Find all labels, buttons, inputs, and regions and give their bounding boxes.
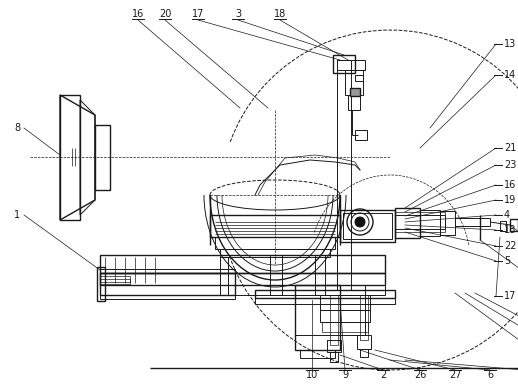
Text: 23: 23	[504, 160, 516, 170]
Text: 3: 3	[235, 9, 241, 19]
Bar	[355, 130, 367, 140]
Text: 2: 2	[380, 370, 386, 380]
Bar	[340, 210, 395, 242]
Bar	[337, 60, 365, 70]
Bar	[360, 349, 368, 357]
Text: 5: 5	[504, 256, 510, 266]
Text: 10: 10	[306, 370, 318, 380]
Bar	[455, 218, 490, 226]
Bar	[355, 75, 363, 81]
Bar	[348, 95, 360, 110]
Bar	[330, 352, 338, 362]
Bar	[255, 290, 395, 298]
Text: 21: 21	[504, 143, 516, 153]
Bar	[100, 279, 130, 282]
Bar	[345, 70, 363, 95]
Text: 6: 6	[487, 370, 493, 380]
Text: 20: 20	[159, 9, 171, 19]
Bar	[337, 60, 351, 290]
Bar	[60, 95, 80, 220]
Bar	[395, 215, 445, 229]
Text: 18: 18	[274, 9, 286, 19]
Bar	[420, 210, 440, 236]
Text: 9: 9	[342, 370, 348, 380]
Bar	[500, 221, 506, 231]
Text: 17: 17	[192, 9, 204, 19]
Bar	[215, 237, 335, 249]
Bar	[255, 298, 395, 304]
Bar	[330, 295, 338, 345]
Bar	[100, 269, 235, 299]
Bar	[210, 215, 340, 237]
Bar	[333, 55, 355, 73]
Text: 13: 13	[504, 39, 516, 49]
Text: 17: 17	[504, 291, 516, 301]
Text: 18: 18	[504, 225, 516, 235]
Bar	[220, 257, 228, 295]
Bar	[322, 322, 368, 332]
Bar	[100, 273, 235, 295]
Bar	[350, 88, 360, 96]
Bar	[100, 255, 385, 273]
Text: 22: 22	[504, 241, 516, 251]
Bar	[357, 335, 371, 349]
Bar	[320, 310, 370, 322]
Bar	[343, 213, 392, 239]
Text: 19: 19	[504, 195, 516, 205]
Text: 1: 1	[14, 210, 20, 220]
Text: 27: 27	[449, 370, 461, 380]
Text: 16: 16	[504, 180, 516, 190]
Bar	[95, 125, 110, 190]
Text: 14: 14	[504, 70, 516, 80]
Bar	[395, 208, 420, 238]
Circle shape	[355, 217, 365, 227]
Bar	[300, 350, 335, 358]
Bar	[100, 276, 130, 284]
Bar	[510, 219, 518, 231]
Bar	[97, 267, 105, 301]
Bar	[295, 285, 340, 350]
Bar	[315, 255, 325, 295]
Bar	[220, 249, 330, 257]
Bar	[270, 255, 282, 295]
Bar	[295, 285, 365, 335]
Bar	[395, 212, 445, 232]
Bar	[100, 273, 385, 285]
Bar	[360, 295, 368, 340]
Bar	[327, 340, 341, 352]
Bar	[320, 295, 370, 310]
Text: 8: 8	[14, 123, 20, 133]
Text: 16: 16	[132, 9, 144, 19]
Bar	[440, 211, 455, 235]
Text: 4: 4	[504, 210, 510, 220]
Bar	[100, 285, 385, 295]
Text: 26: 26	[414, 370, 426, 380]
